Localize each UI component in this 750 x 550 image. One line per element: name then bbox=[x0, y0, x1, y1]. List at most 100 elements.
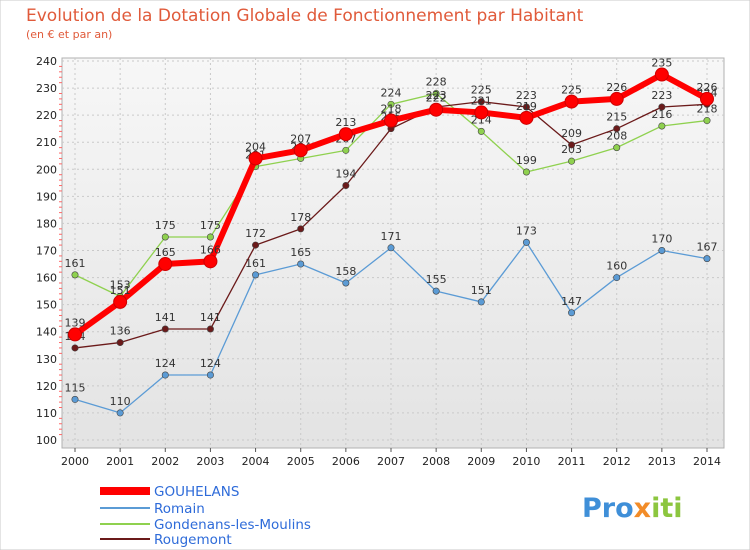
data-point bbox=[613, 274, 621, 282]
y-tick-label: 180 bbox=[36, 217, 57, 230]
y-tick-label: 190 bbox=[36, 190, 57, 203]
svg-text:Proxiti: Proxiti bbox=[582, 493, 683, 524]
x-tick-label: 2011 bbox=[558, 455, 586, 468]
data-point bbox=[161, 325, 169, 333]
data-label: 178 bbox=[290, 211, 311, 224]
data-point bbox=[564, 94, 579, 109]
data-label: 151 bbox=[471, 284, 492, 297]
data-point bbox=[568, 309, 576, 317]
x-tick-label: 2009 bbox=[467, 455, 495, 468]
x-tick-label: 2012 bbox=[603, 455, 631, 468]
data-label: 223 bbox=[651, 89, 672, 102]
x-tick-label: 2006 bbox=[332, 455, 360, 468]
legend-label: Romain bbox=[154, 501, 205, 517]
data-label: 203 bbox=[561, 143, 582, 156]
series-romain: 115 110 124 124 161 165 158 171 155 151 173 147 160 1… bbox=[65, 224, 718, 417]
data-label: 223 bbox=[516, 89, 537, 102]
data-point bbox=[703, 255, 711, 263]
chart-subtitle: (en € et par an) bbox=[26, 28, 112, 41]
data-point bbox=[568, 157, 576, 165]
legend-label: Rougemont bbox=[154, 532, 232, 548]
data-point bbox=[613, 144, 621, 152]
data-label: 165 bbox=[290, 246, 311, 259]
data-point bbox=[474, 105, 489, 120]
data-point bbox=[116, 409, 124, 417]
y-tick-label: 110 bbox=[36, 407, 57, 420]
data-label: 221 bbox=[471, 94, 492, 107]
x-tick-label: 2000 bbox=[61, 455, 89, 468]
data-point bbox=[387, 244, 395, 252]
data-label: 194 bbox=[335, 168, 356, 181]
logo-iti: iti bbox=[651, 493, 682, 524]
data-label: 166 bbox=[200, 243, 221, 256]
data-label: 173 bbox=[516, 224, 537, 237]
y-tick-label: 230 bbox=[36, 82, 57, 95]
data-label: 235 bbox=[651, 57, 672, 70]
data-label: 224 bbox=[381, 86, 402, 99]
proxiti-logo: Proxiti bbox=[582, 493, 683, 524]
data-point bbox=[658, 103, 666, 111]
data-label: 165 bbox=[155, 246, 176, 259]
data-point bbox=[609, 91, 624, 106]
data-point bbox=[252, 241, 260, 249]
data-point bbox=[71, 271, 79, 279]
y-tick-label: 200 bbox=[36, 163, 57, 176]
y-tick-label: 150 bbox=[36, 299, 57, 312]
data-point bbox=[429, 102, 444, 117]
x-tick-label: 2002 bbox=[151, 455, 179, 468]
data-label: 139 bbox=[65, 316, 86, 329]
x-tick-label: 2005 bbox=[287, 455, 315, 468]
data-point bbox=[342, 182, 350, 190]
data-label: 124 bbox=[155, 357, 176, 370]
data-point bbox=[338, 127, 353, 142]
data-label: 218 bbox=[697, 103, 718, 116]
data-point bbox=[161, 371, 169, 379]
data-point bbox=[113, 294, 128, 309]
data-point bbox=[248, 151, 263, 166]
data-point bbox=[477, 298, 485, 306]
legend-label: Gondenans-les-Moulins bbox=[154, 517, 311, 533]
x-tick-label: 2010 bbox=[512, 455, 540, 468]
y-axis: 100 110 120 130 140 150 160 170 180 190 200 210 220 2… bbox=[36, 55, 62, 447]
data-label: 215 bbox=[606, 111, 627, 124]
data-label: 226 bbox=[697, 81, 718, 94]
x-tick-label: 2013 bbox=[648, 455, 676, 468]
data-point bbox=[252, 271, 260, 279]
y-tick-label: 120 bbox=[36, 380, 57, 393]
data-label: 223 bbox=[426, 89, 447, 102]
data-label: 209 bbox=[561, 127, 582, 140]
data-label: 115 bbox=[65, 381, 86, 394]
data-label: 141 bbox=[200, 311, 221, 324]
data-point bbox=[432, 89, 440, 97]
data-point bbox=[477, 127, 485, 135]
data-point bbox=[203, 254, 218, 269]
y-tick-label: 220 bbox=[36, 109, 57, 122]
data-point bbox=[613, 125, 621, 133]
data-point bbox=[477, 98, 485, 106]
legend-label: GOUHELANS bbox=[154, 484, 239, 500]
data-point bbox=[342, 146, 350, 154]
y-tick-label: 170 bbox=[36, 245, 57, 258]
data-label: 218 bbox=[381, 103, 402, 116]
data-point bbox=[293, 143, 308, 158]
y-tick-label: 140 bbox=[36, 326, 57, 339]
data-label: 219 bbox=[516, 100, 537, 113]
data-point bbox=[68, 327, 82, 342]
data-label: 222 bbox=[426, 92, 447, 105]
data-label: 228 bbox=[426, 75, 447, 88]
legend: GOUHELANSRomainGondenans-les-MoulinsRoug… bbox=[100, 484, 311, 548]
data-point bbox=[116, 339, 124, 347]
data-label: 175 bbox=[200, 219, 221, 232]
data-label: 124 bbox=[200, 357, 221, 370]
data-label: 110 bbox=[110, 395, 131, 408]
data-label: 225 bbox=[561, 84, 582, 97]
y-tick-label: 100 bbox=[36, 434, 57, 447]
data-label: 161 bbox=[65, 257, 86, 270]
x-tick-label: 2007 bbox=[377, 455, 405, 468]
x-tick-label: 2003 bbox=[196, 455, 224, 468]
data-label: 141 bbox=[155, 311, 176, 324]
data-label: 153 bbox=[110, 279, 131, 292]
data-label: 213 bbox=[335, 116, 356, 129]
